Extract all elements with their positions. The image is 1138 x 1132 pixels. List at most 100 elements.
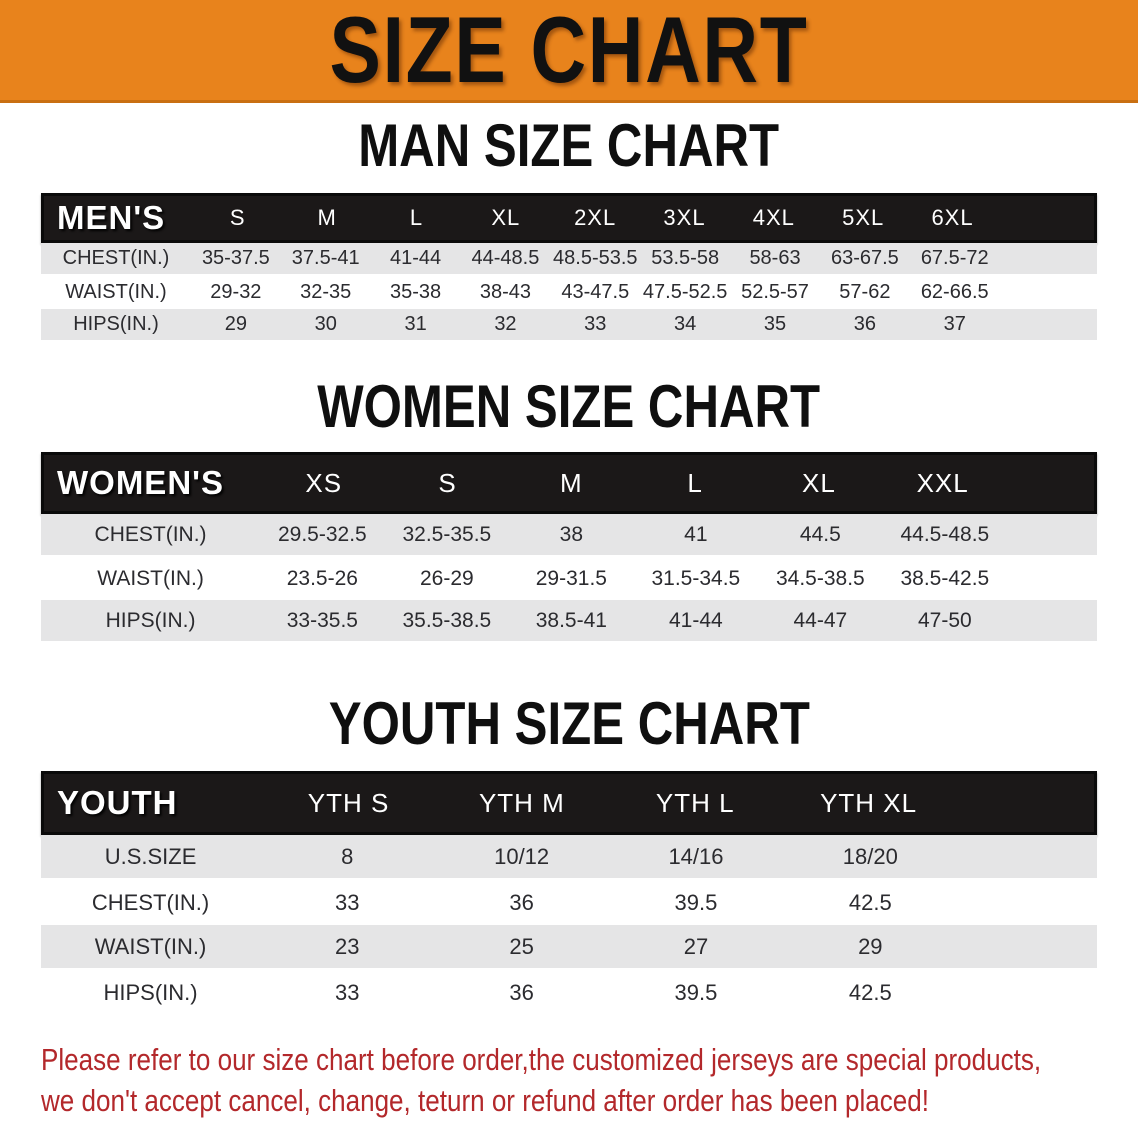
size-value-cell: 38-43 [479, 281, 532, 303]
size-value-cell: 44.5-48.5 [900, 522, 990, 546]
row-label: WAIST(IN.) [65, 281, 167, 303]
size-value-cell: 33 [335, 979, 360, 1005]
table-row: HIPS(IN.) 33 36 39.5 42.5 [41, 970, 1097, 1015]
size-value-cell: 38.5-42.5 [900, 566, 990, 590]
size-value-cell: 23.5-26 [286, 566, 358, 590]
size-value-cell: 31 [404, 313, 427, 335]
row-filler [957, 970, 1096, 1015]
size-value-cell: 58-63 [749, 247, 801, 269]
size-column-header: S [438, 467, 457, 498]
size-column-header: 3XL [663, 205, 706, 230]
size-value-cell: 47-50 [918, 608, 972, 632]
table-row: HIPS(IN.) 33-35.5 35.5-38.5 38.5-41 41-44 44-… [41, 600, 1097, 643]
disclaimer: Please refer to our size chart before or… [41, 1039, 1138, 1121]
size-value-cell: 38.5-41 [535, 608, 607, 632]
table-row: U.S.SIZE 8 10/12 14/16 18/20 [41, 835, 1097, 880]
size-value-cell: 41-44 [390, 247, 442, 269]
size-value-cell: 34.5-38.5 [775, 566, 865, 590]
page-title-text: SIZE CHART [329, 0, 809, 102]
size-value-cell: 43-47.5 [561, 281, 630, 303]
size-value-cell: 29.5-32.5 [277, 522, 367, 546]
size-value-cell: 10/12 [494, 843, 550, 869]
row-filler [1007, 600, 1097, 641]
youth-section-heading: YOUTH SIZE CHART [41, 690, 1097, 757]
row-label: WAIST(IN.) [97, 566, 204, 590]
table-row: WAIST(IN.) 29-32 32-35 35-38 38-43 43-47.5 47.… [41, 276, 1097, 309]
content: MAN SIZE CHART MEN'S S M L XL 2XL 3XL 4XL 5XL 6XL… [0, 112, 1138, 1015]
size-column-header: 5XL [842, 205, 885, 230]
table-group-label: WOMEN'S [57, 464, 225, 501]
row-label: WAIST(IN.) [94, 933, 207, 959]
men-size-table: MEN'S S M L XL 2XL 3XL 4XL 5XL 6XL CHEST(IN.) 35-37… [41, 193, 1097, 342]
size-column-header: XS [305, 467, 343, 498]
size-value-cell: 67.5-72 [920, 247, 989, 269]
size-value-cell: 29 [224, 313, 247, 335]
size-value-cell: 42.5 [848, 889, 892, 915]
size-column-header: L [409, 205, 424, 230]
size-value-cell: 62-66.5 [920, 281, 989, 303]
heading-text: YOUTH SIZE CHART [328, 690, 810, 757]
section-men: MAN SIZE CHART MEN'S S M L XL 2XL 3XL 4XL 5XL 6XL… [41, 112, 1097, 342]
size-value-cell: 27 [683, 933, 709, 959]
size-value-cell: 35-38 [390, 281, 442, 303]
size-value-cell: 33-35.5 [286, 608, 358, 632]
size-value-cell: 41 [684, 522, 708, 546]
page-title: SIZE CHART [0, 0, 1138, 100]
size-value-cell: 32.5-35.5 [402, 522, 492, 546]
size-value-cell: 57-62 [839, 281, 891, 303]
disclaimer-line-1: Please refer to our size chart before or… [41, 1042, 1042, 1077]
row-filler [957, 880, 1096, 925]
size-value-cell: 25 [509, 933, 534, 959]
size-value-cell: 37.5-41 [291, 247, 360, 269]
row-label: CHEST(IN.) [94, 522, 207, 546]
size-value-cell: 44-47 [793, 608, 848, 632]
size-value-cell: 52.5-57 [741, 281, 809, 303]
heading-text: MAN SIZE CHART [358, 112, 780, 179]
size-column-header: M [317, 205, 337, 230]
size-value-cell: 44-48.5 [471, 247, 540, 269]
section-women: WOMEN SIZE CHART WOMEN'S XS S M L XL XXL CHEST(… [41, 377, 1097, 643]
size-value-cell: 35-37.5 [201, 247, 270, 269]
disclaimer-line-2: we don't accept cancel, change, teturn o… [41, 1083, 930, 1118]
size-value-cell: 44.5 [799, 522, 841, 546]
table-row: CHEST(IN.) 33 36 39.5 42.5 [41, 880, 1097, 925]
table-group-label: YOUTH [57, 784, 178, 821]
size-value-cell: 48.5-53.5 [553, 247, 638, 269]
row-label: CHEST(IN.) [91, 889, 210, 915]
size-value-cell: 8 [341, 843, 354, 869]
row-label: HIPS(IN.) [105, 608, 196, 632]
header-filler [955, 774, 1094, 832]
youth-size-table: YOUTH YTH S YTH M YTH L YTH XL U.S.SIZE 8 10/12… [41, 771, 1097, 1015]
size-value-cell: 32-35 [300, 281, 352, 303]
table-row: WAIST(IN.) 23 25 27 29 [41, 925, 1097, 970]
size-column-header: YTH XL [820, 787, 918, 818]
size-value-cell: 34 [674, 313, 697, 335]
men-section-heading: MAN SIZE CHART [41, 112, 1097, 179]
row-label: U.S.SIZE [104, 843, 197, 869]
size-value-cell: 38 [559, 522, 584, 546]
size-column-header: XL [801, 467, 836, 498]
size-value-cell: 33 [584, 313, 607, 335]
size-column-header: 2XL [574, 205, 617, 230]
size-value-cell: 30 [314, 313, 337, 335]
size-value-cell: 29-32 [210, 281, 262, 303]
size-column-header: YTH M [478, 787, 565, 818]
row-filler [1000, 243, 1097, 274]
table-group-label: MEN'S [57, 199, 166, 236]
size-value-cell: 26-29 [420, 566, 474, 590]
size-value-cell: 36 [853, 313, 876, 335]
size-value-cell: 42.5 [848, 979, 892, 1005]
table-row: CHEST(IN.) 35-37.5 37.5-41 41-44 44-48.5 48.5… [41, 243, 1097, 276]
size-value-cell: 35 [763, 313, 787, 335]
banner: SIZE CHART [0, 0, 1138, 103]
row-label: CHEST(IN.) [62, 247, 170, 269]
row-label: HIPS(IN.) [73, 313, 159, 335]
size-value-cell: 47.5-52.5 [642, 281, 728, 303]
size-value-cell: 31.5-34.5 [651, 566, 741, 590]
row-filler [957, 925, 1096, 968]
size-value-cell: 53.5-58 [651, 247, 720, 269]
row-filler [1007, 557, 1097, 600]
row-filler [957, 835, 1096, 878]
size-column-header: M [559, 467, 583, 498]
